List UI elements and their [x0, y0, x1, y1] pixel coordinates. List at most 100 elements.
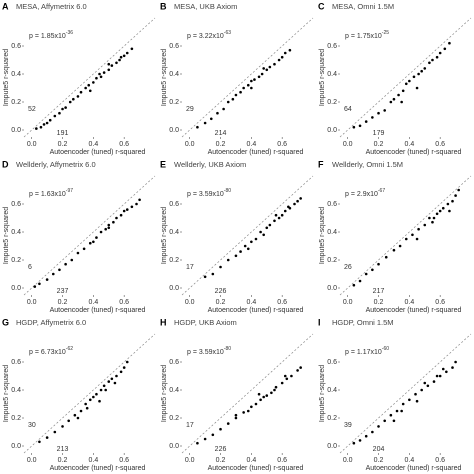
y-tick-label: 0.0: [327, 285, 337, 292]
x-tick-label: 0.6: [435, 299, 445, 306]
point: [364, 120, 368, 123]
point: [250, 79, 253, 83]
panel: D Wellderly, Affymetrix 6.0 0.0 0.2 0.4 0.6 0.…: [2, 159, 156, 314]
point: [99, 75, 103, 79]
count-below: 226: [215, 446, 227, 453]
panel-label: C: [318, 1, 325, 11]
point: [435, 374, 439, 378]
p-value: p = 3.22x10-63: [187, 30, 231, 40]
point: [257, 392, 261, 396]
x-tick-label: 0.2: [58, 457, 68, 464]
point: [88, 241, 92, 245]
x-tick-label: 0.0: [185, 299, 195, 306]
point: [265, 68, 269, 72]
y-tick-label: 0.0: [11, 443, 21, 450]
count-below: 204: [373, 446, 385, 453]
point: [262, 395, 265, 399]
point: [426, 384, 430, 388]
point: [203, 121, 207, 125]
diagonal: [339, 333, 472, 454]
p-value: p = 1.63x10-97: [29, 188, 73, 198]
point: [115, 61, 118, 65]
point: [38, 282, 41, 286]
x-axis-label: Autoencoder (tuned) r-squared: [208, 149, 304, 156]
panel: A MESA, Affymetrix 6.0 0.0 0.2 0.4 0.6 0.0 0.2 0…: [2, 1, 156, 156]
point: [420, 69, 423, 73]
point: [250, 86, 253, 90]
p-value-text: p = 3.59x10: [187, 349, 224, 356]
point: [371, 268, 374, 272]
point: [82, 247, 86, 251]
p-value-text: p = 1.75x10: [345, 33, 382, 40]
diagonal: [181, 17, 314, 138]
p-value-exponent: -25: [382, 30, 389, 36]
y-tick-label: 0.2: [327, 415, 337, 422]
y-tick-label: 0.4: [169, 229, 179, 236]
x-tick-label: 0.2: [374, 141, 384, 148]
point: [226, 422, 230, 425]
point: [268, 65, 272, 69]
x-axis-label: Autoencoder (tuned) r-squared: [366, 465, 462, 472]
y-tick-label: 0.6: [11, 43, 21, 50]
point: [125, 360, 129, 364]
y-tick-label: 0.0: [169, 127, 179, 134]
p-value-exponent: -80: [224, 346, 231, 352]
point: [277, 58, 281, 62]
point: [76, 251, 80, 255]
p-value-exponent: -80: [224, 188, 231, 194]
point: [250, 240, 253, 244]
point: [435, 212, 439, 216]
point: [219, 427, 222, 431]
point: [104, 388, 107, 392]
point: [107, 226, 111, 230]
point: [371, 430, 374, 434]
point: [415, 399, 419, 403]
panel-title: MESA, Affymetrix 6.0: [16, 2, 87, 11]
panel-label: H: [160, 317, 167, 327]
point: [243, 244, 247, 248]
point: [445, 370, 448, 374]
point: [92, 395, 95, 399]
point: [70, 258, 74, 262]
point: [67, 419, 70, 423]
point: [400, 409, 403, 413]
point: [250, 405, 253, 409]
point: [352, 283, 356, 287]
y-tick-label: 0.4: [327, 71, 337, 78]
point: [115, 374, 118, 378]
x-tick-label: 0.4: [88, 299, 98, 306]
point: [92, 81, 95, 84]
count-below: 213: [57, 446, 69, 453]
point: [48, 118, 52, 122]
panel: C MESA, Omni 1.5M 0.0 0.2 0.4 0.6 0.0 0.2 0.4 0.6…: [318, 1, 472, 156]
point: [293, 202, 296, 206]
y-tick-label: 0.6: [327, 201, 337, 208]
x-tick-label: 0.6: [435, 457, 445, 464]
point: [58, 111, 61, 115]
x-tick-label: 0.2: [216, 141, 226, 148]
point: [451, 366, 454, 369]
panel-title: Wellderly, Affymetrix 6.0: [16, 160, 96, 169]
count-below: 191: [57, 130, 69, 137]
point: [358, 124, 362, 128]
point: [404, 82, 408, 86]
x-tick-label: 0.4: [88, 141, 98, 148]
panel-label: G: [2, 317, 9, 327]
p-value: p = 1.85x10-36: [29, 30, 73, 40]
point: [431, 58, 434, 62]
point: [299, 366, 302, 369]
point: [389, 100, 393, 104]
x-tick-label: 0.6: [435, 141, 445, 148]
point: [288, 48, 292, 52]
p-value: p = 3.59x10-80: [187, 346, 231, 356]
point: [454, 360, 457, 364]
diagonal: [339, 17, 472, 138]
point: [246, 83, 250, 87]
x-tick-label: 0.0: [343, 299, 353, 306]
panel-title: MESA, UKB Axiom: [174, 2, 237, 11]
point: [448, 209, 451, 213]
panel-title: Wellderly, UKB Axiom: [174, 160, 246, 169]
point: [265, 226, 269, 230]
point: [211, 433, 215, 437]
point: [383, 109, 386, 112]
